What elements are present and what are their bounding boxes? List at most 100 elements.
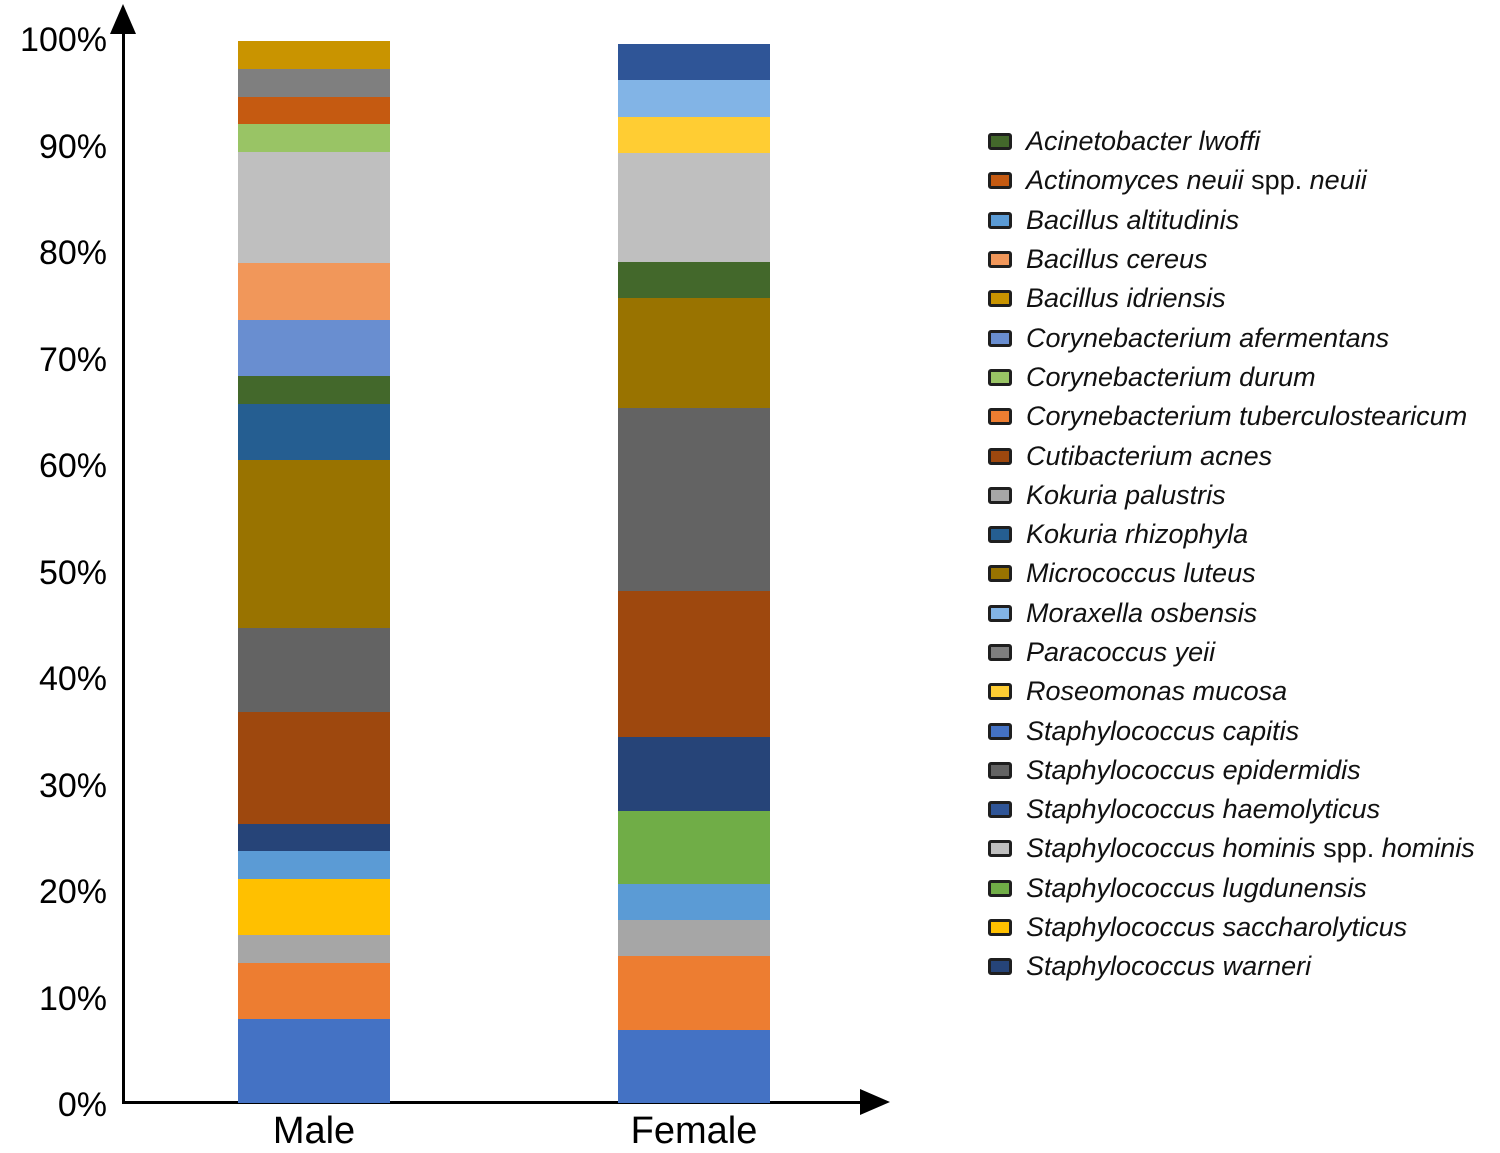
- legend-swatch-icon: [988, 919, 1012, 937]
- y-tick-label: 0%: [57, 1086, 107, 1124]
- y-tick-label: 90%: [38, 127, 107, 166]
- y-tick-label: 70%: [38, 340, 107, 379]
- legend-item: Staphylococcus hominis spp. hominis: [988, 829, 1475, 868]
- legend-swatch-icon: [988, 565, 1012, 583]
- bar-segment: [618, 407, 770, 591]
- bar-segment: [238, 96, 390, 125]
- legend-swatch-icon: [988, 408, 1012, 426]
- bar-segment: [618, 116, 770, 153]
- bar-segment: [238, 263, 390, 320]
- legend-label: Bacillus altitudinis: [1026, 204, 1240, 235]
- legend-label: Cutibacterium acnes: [1026, 440, 1273, 471]
- legend-item: Corynebacterium tuberculostearicum: [988, 397, 1475, 436]
- y-tick-label: 40%: [38, 660, 107, 698]
- bar-segment: [238, 41, 390, 69]
- legend-item: Staphylococcus epidermidis: [988, 751, 1475, 790]
- legend-label: Moraxella osbensis: [1026, 597, 1258, 628]
- legend: Acinetobacter lwoffi Actinomyces neuii sp…: [988, 122, 1475, 987]
- legend-item: Corynebacterium afermentans: [988, 318, 1475, 357]
- legend-swatch-icon: [988, 526, 1012, 544]
- legend-swatch-icon: [988, 801, 1012, 819]
- category-label-male: Male: [272, 1110, 356, 1152]
- y-tick-label: 100%: [20, 21, 107, 59]
- legend-item: Moraxella osbensis: [988, 594, 1475, 633]
- legend-label: Kokuria palustris: [1026, 479, 1226, 510]
- bar-segment: [238, 459, 390, 628]
- legend-swatch-icon: [988, 486, 1012, 504]
- bar-segment: [238, 878, 390, 936]
- legend-item: Paracoccus yeii: [988, 633, 1475, 672]
- legend-item: Staphylococcus lugdunensis: [988, 869, 1475, 908]
- legend-label: Staphylococcus saccharolyticus: [1026, 912, 1408, 943]
- legend-label: Staphylococcus warneri: [1026, 951, 1312, 982]
- legend-label: Kokuria rhizophyla: [1026, 519, 1249, 550]
- legend-label: Staphylococcus hominis spp. hominis: [1026, 833, 1475, 864]
- legend-swatch-icon: [988, 133, 1012, 151]
- legend-item: Kokuria rhizophyla: [988, 515, 1475, 554]
- legend-label: Staphylococcus haemolyticus: [1026, 794, 1381, 825]
- bar-segment: [618, 810, 770, 885]
- x-axis-arrow-icon: [860, 1089, 890, 1115]
- legend-swatch-icon: [988, 840, 1012, 858]
- legend-swatch-icon: [988, 447, 1012, 465]
- legend-swatch-icon: [988, 290, 1012, 308]
- legend-item: Staphylococcus warneri: [988, 947, 1475, 986]
- legend-swatch-icon: [988, 879, 1012, 897]
- bar-segment: [618, 920, 770, 957]
- y-tick-label: 10%: [38, 979, 107, 1018]
- legend-swatch-icon: [988, 172, 1012, 190]
- bar-segment: [238, 68, 390, 97]
- bar-segment: [238, 851, 390, 879]
- legend-swatch-icon: [988, 251, 1012, 269]
- legend-label: Roseomonas mucosa: [1026, 676, 1288, 707]
- legend-label: Staphylococcus epidermidis: [1026, 754, 1361, 785]
- bar-segment: [238, 962, 390, 1020]
- legend-swatch-icon: [988, 722, 1012, 740]
- legend-label: Corynebacterium tuberculostearicum: [1026, 401, 1468, 432]
- legend-item: Bacillus idriensis: [988, 279, 1475, 318]
- legend-label: Paracoccus yeii: [1026, 637, 1216, 667]
- legend-label: Staphylococcus capitis: [1026, 715, 1300, 746]
- legend-item: Bacillus altitudinis: [988, 201, 1475, 240]
- y-tick-label: 60%: [38, 447, 107, 485]
- bar-segment: [238, 319, 390, 377]
- legend-item: Cutibacterium acnes: [988, 436, 1475, 475]
- bar-segment: [238, 376, 390, 404]
- y-axis-arrow-icon: [110, 4, 136, 34]
- legend-swatch-icon: [988, 368, 1012, 386]
- y-axis-line: [122, 16, 125, 1104]
- legend-item: Corynebacterium durum: [988, 358, 1475, 397]
- legend-item: Kokuria palustris: [988, 476, 1475, 515]
- bar-segment: [618, 884, 770, 921]
- legend-swatch-icon: [988, 211, 1012, 229]
- bar-segment: [238, 627, 390, 712]
- legend-item: Actinomyces neuii spp. neuii: [988, 161, 1475, 200]
- legend-item: Staphylococcus saccharolyticus: [988, 908, 1475, 947]
- legend-item: Staphylococcus capitis: [988, 711, 1475, 750]
- x-axis-line: [122, 1101, 862, 1104]
- bar-segment: [618, 44, 770, 81]
- legend-item: Staphylococcus haemolyticus: [988, 790, 1475, 829]
- bar-segment: [618, 590, 770, 738]
- legend-swatch-icon: [988, 761, 1012, 779]
- bar-segment: [238, 151, 390, 264]
- bar-female: [618, 40, 770, 1103]
- legend-swatch-icon: [988, 604, 1012, 622]
- bar-male: [238, 40, 390, 1103]
- legend-label: Corynebacterium durum: [1026, 361, 1316, 392]
- y-tick-label: 80%: [38, 234, 107, 272]
- bar-segment: [238, 124, 390, 152]
- bar-segment: [618, 152, 770, 263]
- bar-segment: [238, 403, 390, 460]
- legend-item: Acinetobacter lwoffi: [988, 122, 1475, 161]
- y-tick-label: 30%: [38, 766, 107, 805]
- bar-segment: [238, 935, 390, 963]
- bar-segment: [238, 1019, 390, 1103]
- legend-label: Corynebacterium afermentans: [1026, 322, 1390, 353]
- category-label-female: Female: [630, 1110, 758, 1152]
- legend-label: Staphylococcus lugdunensis: [1026, 872, 1367, 903]
- y-tick-label: 20%: [38, 873, 107, 911]
- bar-segment: [618, 737, 770, 811]
- bar-segment: [618, 262, 770, 299]
